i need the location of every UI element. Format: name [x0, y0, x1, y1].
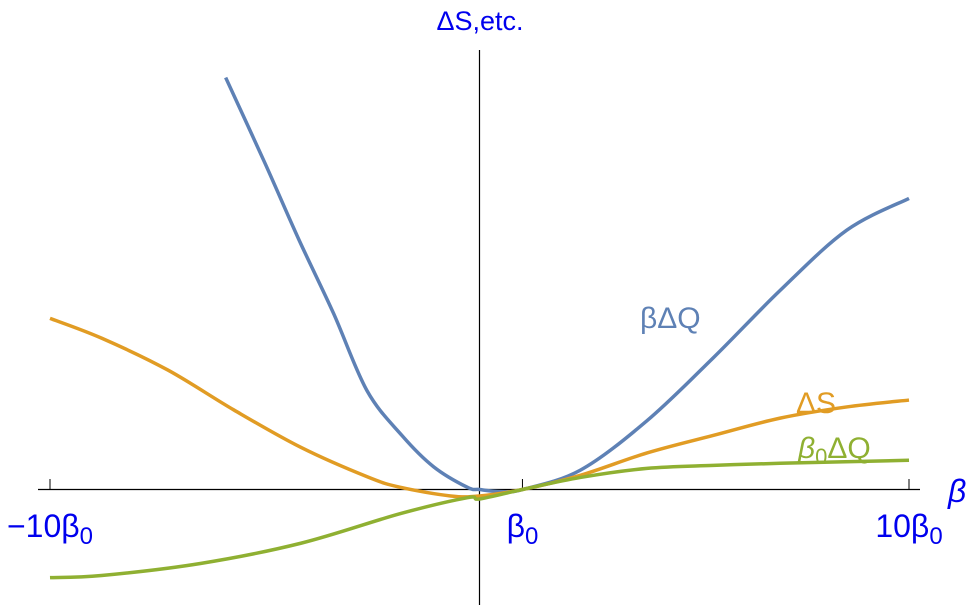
x-tick-label-main: β: [507, 508, 525, 544]
series-beta0-dq-line: [49, 458, 910, 580]
series-label-beta-dq: βΔQ: [640, 302, 701, 335]
x-tick-label: 10β0: [875, 508, 942, 550]
x-tick-label-main: 10β: [875, 508, 929, 544]
x-tick-label-subscript: 0: [929, 523, 942, 550]
curves: [49, 76, 910, 580]
series-label-ds: ΔS: [796, 387, 836, 420]
series-beta-dq-line: [224, 76, 910, 494]
x-tick-label-subscript: 0: [80, 523, 93, 550]
y-axis-label: ΔS,etc.: [436, 6, 523, 36]
series-label-beta0-dq: β0ΔQ: [797, 432, 871, 469]
x-tick-label: −10β0: [7, 508, 93, 550]
x-tick-label-main: −10β: [7, 508, 80, 544]
axes: [38, 50, 920, 605]
x-ticks: −10β0 β0 10β0: [7, 479, 943, 550]
x-tick-label-subscript: 0: [525, 523, 538, 550]
x-axis-label: β: [947, 473, 966, 509]
x-tick-label: β0: [507, 508, 539, 550]
